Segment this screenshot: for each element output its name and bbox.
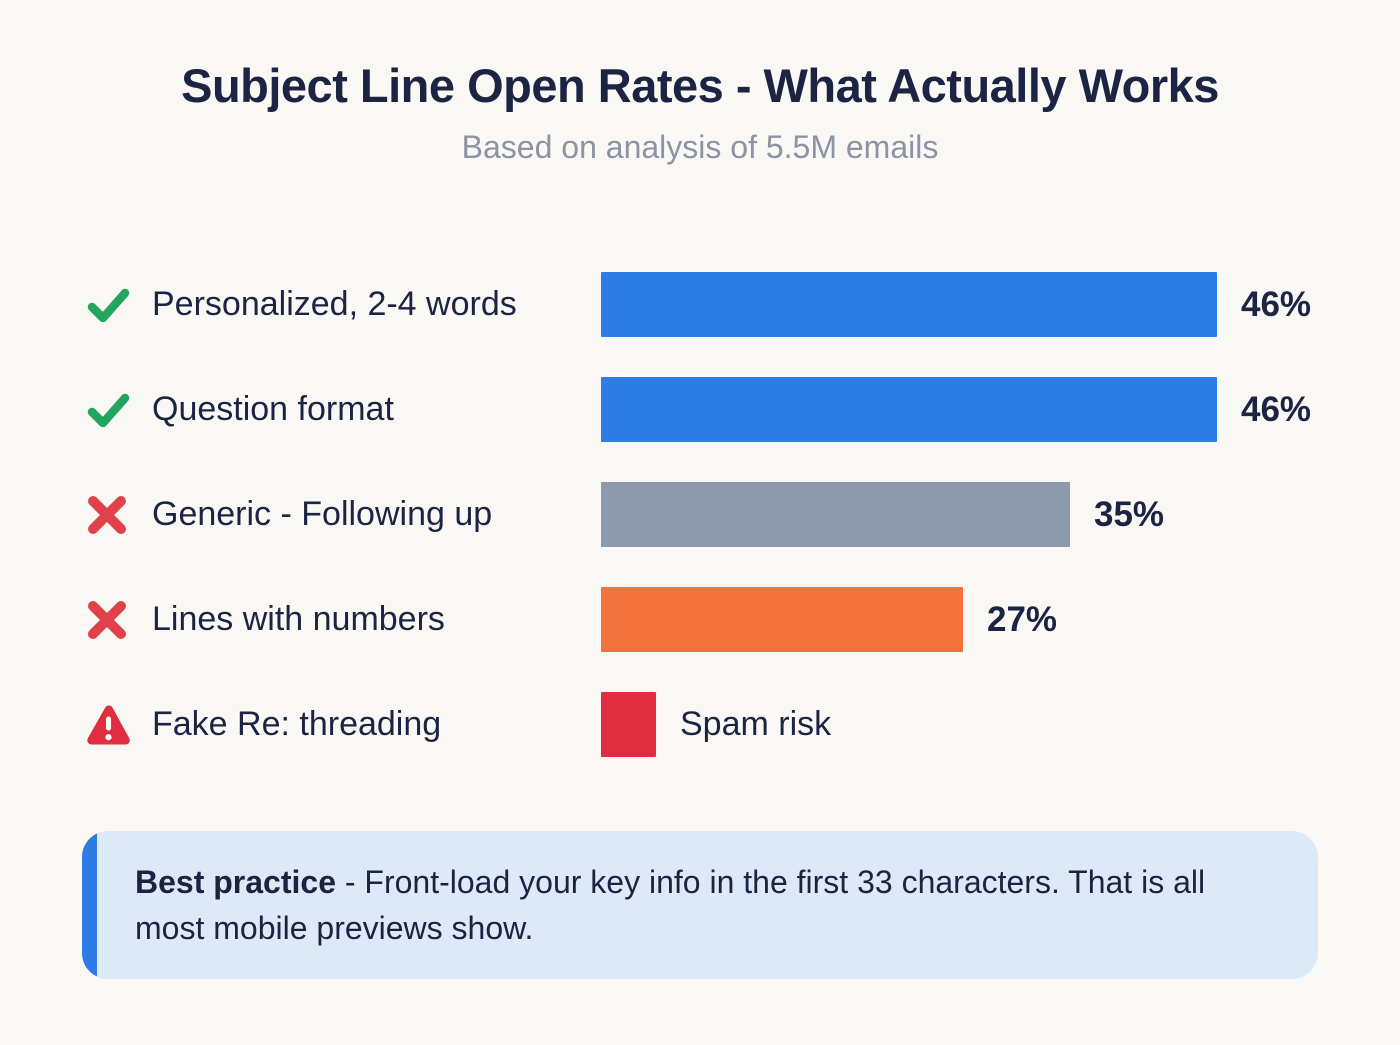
callout-text: Best practice - Front-load your key info… (135, 859, 1278, 951)
category-label: Personalized, 2-4 words (152, 285, 517, 323)
value-label: 35% (1094, 494, 1165, 534)
chart-row: Generic - Following up 35% (85, 482, 1400, 547)
bar (601, 377, 1217, 442)
value-label: Spam risk (680, 705, 832, 743)
category-label: Generic - Following up (152, 495, 493, 533)
chart-row: Lines with numbers 27% (85, 587, 1400, 652)
chart-row: Fake Re: threading Spam risk (85, 692, 1400, 757)
callout-body: - Front-load your key info in the first … (135, 864, 1206, 947)
bar-chart: Personalized, 2-4 words 46% Question for… (0, 272, 1400, 757)
page-subtitle: Based on analysis of 5.5M emails (461, 129, 939, 165)
warning-icon (85, 702, 132, 748)
category-label: Question format (152, 390, 394, 428)
best-practice-callout: Best practice - Front-load your key info… (82, 831, 1318, 980)
chart-row: Personalized, 2-4 words 46% (85, 272, 1400, 337)
cross-icon (85, 494, 132, 536)
chart-header: Subject Line Open Rates - What Actually … (0, 0, 1400, 166)
value-label: 27% (987, 599, 1058, 639)
bar (601, 482, 1070, 547)
bar (601, 272, 1217, 337)
value-label: 46% (1241, 389, 1312, 429)
chart-row: Question format 46% (85, 377, 1400, 442)
bar (601, 587, 963, 652)
callout-lead: Best practice (135, 864, 336, 900)
category-label: Fake Re: threading (152, 705, 442, 743)
check-icon (85, 285, 132, 325)
category-label: Lines with numbers (152, 600, 445, 638)
cross-icon (85, 599, 132, 641)
check-icon (85, 390, 132, 430)
bar (601, 692, 656, 757)
value-label: 46% (1241, 284, 1312, 324)
page-title: Subject Line Open Rates - What Actually … (181, 59, 1219, 112)
